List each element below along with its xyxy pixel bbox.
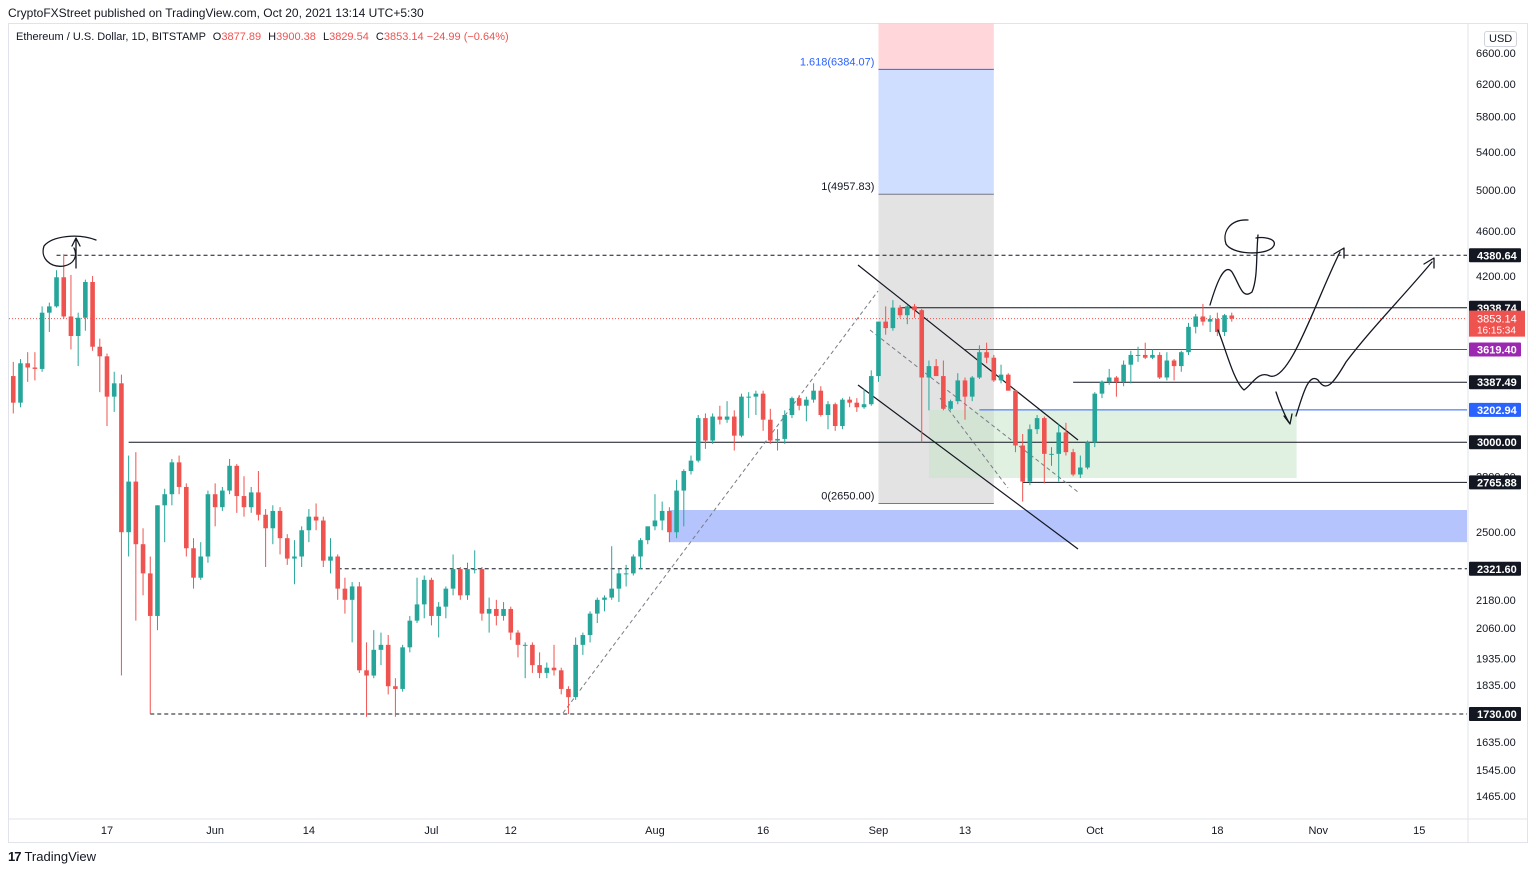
close-label: C (375, 31, 384, 43)
low-label: L (322, 31, 330, 43)
change-value: −24.99 (−0.64%) (426, 31, 509, 43)
chart-frame (8, 23, 1528, 843)
open-label: O (212, 31, 222, 43)
low-value: 3829.54 (329, 31, 369, 43)
high-value: 3900.38 (276, 31, 316, 43)
close-value: 3853.14 (383, 31, 424, 43)
symbol-name: Ethereum / U.S. Dollar, 1D, BITSTAMP (16, 31, 206, 43)
tradingview-brand: TradingView (24, 849, 97, 864)
tradingview-logo-icon: 17 (8, 849, 22, 864)
symbol-legend: Ethereum / U.S. Dollar, 1D, BITSTAMP O38… (16, 31, 509, 43)
currency-button[interactable]: USD (1484, 31, 1518, 47)
high-label: H (268, 31, 277, 43)
published-by-line: CryptoFXStreet published on TradingView.… (8, 6, 424, 20)
open-value: 3877.89 (221, 31, 262, 43)
footer: 17 TradingView (8, 849, 96, 864)
